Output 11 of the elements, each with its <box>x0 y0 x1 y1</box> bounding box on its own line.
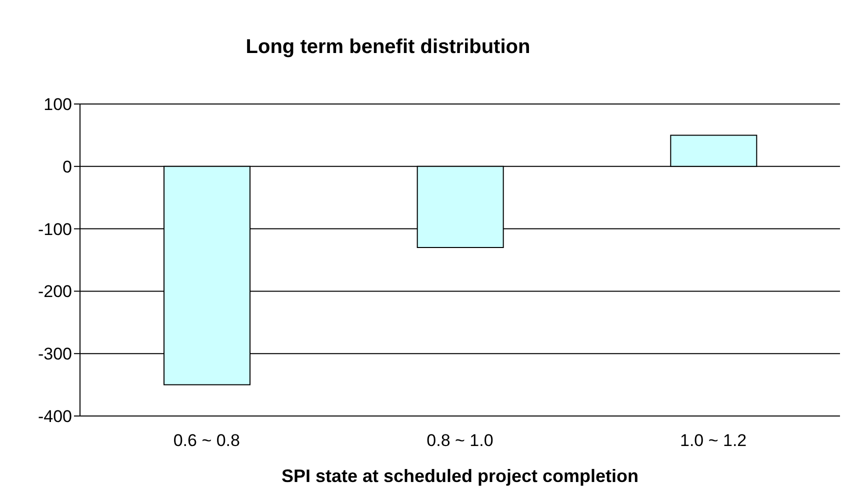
x-tick-label: 0.6 ~ 0.8 <box>173 431 240 450</box>
y-tick-label: 100 <box>44 95 72 114</box>
x-tick-label: 0.8 ~ 1.0 <box>426 431 494 450</box>
y-tick-label: -400 <box>38 407 72 426</box>
x-axis-title: SPI state at scheduled project completion <box>281 466 639 486</box>
x-tick-label: 1.0 ~ 1.2 <box>680 431 747 450</box>
chart-title: Long term benefit distribution <box>244 36 532 59</box>
y-tick-label: -300 <box>38 344 72 364</box>
y-tick-label: -100 <box>38 220 72 239</box>
y-tick-label: -200 <box>38 282 72 302</box>
y-tick-label: 0 <box>62 157 72 176</box>
